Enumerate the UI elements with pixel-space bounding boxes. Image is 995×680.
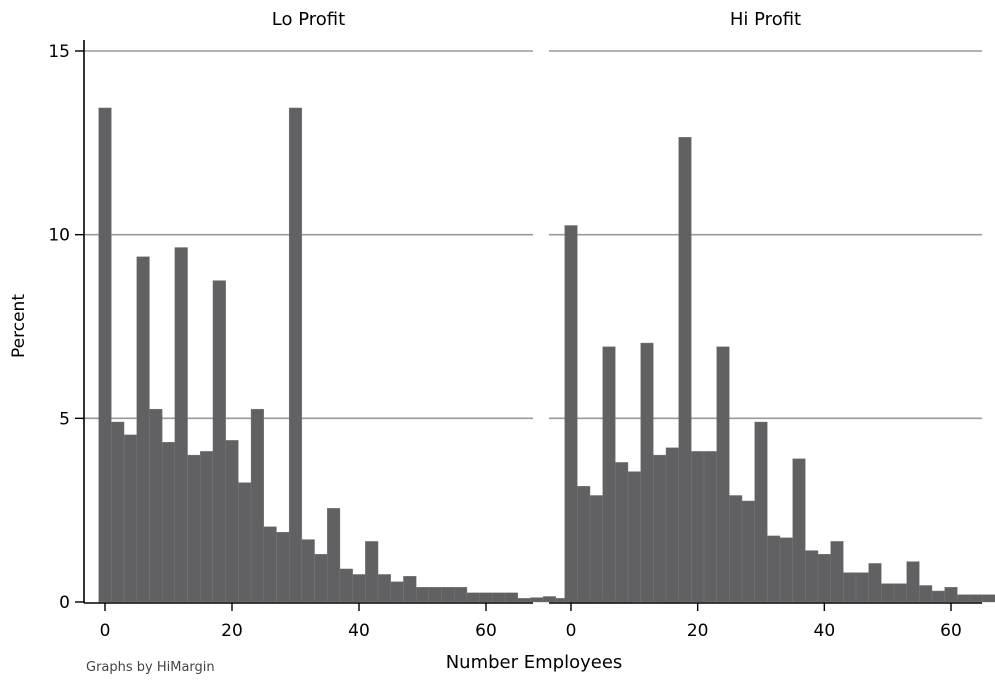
bar-hi-6 [640,342,654,603]
x-tick-label-hi-60: 60 [940,621,962,641]
bar-hi-26 [893,583,907,603]
bar-lo-9 [212,280,226,603]
bar-hi-33 [982,594,995,603]
bar-lo-4 [149,408,163,603]
bar-lo-35 [542,596,557,603]
bar-lo-22 [377,574,391,603]
bar-hi-12 [716,346,730,603]
bar-lo-10 [225,440,239,603]
bar-hi-28 [919,585,933,603]
bar-hi-27 [906,561,920,603]
bar-lo-15 [288,107,303,603]
y-tick-label-0: 0 [59,593,70,613]
bar-lo-25 [415,587,430,603]
bar-hi-29 [931,590,945,603]
bar-hi-15 [754,421,768,603]
y-tick-label-10: 10 [48,226,70,246]
bar-lo-14 [276,532,290,603]
bar-hi-21 [830,541,844,603]
bar-lo-3 [136,256,150,603]
x-tick-label-hi-40: 40 [814,621,836,641]
bar-hi-18 [792,458,806,603]
bar-lo-18 [327,508,341,603]
axes-layer [75,40,982,611]
bar-hi-10 [691,451,705,603]
bar-hi-5 [627,471,641,603]
y-tick-label-15: 15 [48,42,70,62]
bar-lo-5 [161,442,176,603]
bar-lo-29 [466,592,480,603]
bar-lo-16 [301,539,315,603]
x-tick-label-hi-20: 20 [687,621,709,641]
bar-lo-19 [339,568,353,603]
bar-lo-21 [365,541,379,603]
bar-lo-23 [390,581,404,603]
bar-hi-14 [741,500,755,603]
bar-hi-4 [615,462,629,603]
bar-hi-2 [589,495,603,603]
bar-hi-1 [577,486,591,603]
bar-lo-11 [238,482,252,603]
bar-hi-3 [602,346,616,603]
bar-hi-24 [868,563,882,603]
bar-lo-20 [352,574,366,603]
bar-hi-7 [653,454,667,603]
bar-hi-8 [665,447,679,603]
x-tick-label-lo-40: 40 [348,621,370,641]
bar-lo-13 [263,526,277,603]
bars-layer [98,107,995,603]
bar-hi-23 [855,572,869,603]
bar-hi-16 [767,535,781,603]
x-tick-label-hi-0: 0 [566,621,577,641]
bar-lo-7 [187,454,201,603]
bar-lo-1 [111,421,125,603]
bar-lo-0 [98,107,112,603]
y-tick-label-5: 5 [59,409,70,429]
bar-hi-19 [805,550,819,603]
bar-hi-30 [944,587,958,603]
bar-lo-8 [200,451,214,603]
bar-lo-30 [479,592,493,603]
bar-lo-34 [530,597,544,603]
bar-lo-24 [403,576,417,603]
graph-note: Graphs by HiMargin [86,660,215,675]
bar-hi-17 [779,537,793,603]
x-tick-label-lo-0: 0 [100,621,111,641]
bar-hi-31 [957,594,971,603]
bar-lo-26 [428,587,442,603]
x-tick-label-lo-20: 20 [221,621,243,641]
panel-title-hi-profit: Hi Profit [730,9,801,30]
grid-layer [84,50,982,420]
bar-hi-32 [969,594,983,603]
bar-lo-27 [441,587,455,603]
x-axis-title: Number Employees [446,652,623,673]
bar-hi-20 [817,554,831,603]
x-tick-label-lo-60: 60 [475,621,497,641]
bar-lo-12 [250,408,264,603]
bar-hi-0 [564,225,578,603]
y-axis-title: Percent [9,294,29,358]
panel-title-lo-profit: Lo Profit [272,9,345,30]
bar-hi-13 [729,495,743,603]
bar-hi-9 [678,137,692,603]
labels-layer: Lo Profit Hi Profit Number Employees Per… [9,9,962,675]
bar-hi-11 [703,451,717,603]
bar-lo-33 [517,598,531,603]
bar-hi-25 [881,583,895,603]
bar-lo-2 [123,434,137,603]
bar-lo-28 [454,587,468,603]
bar-lo-32 [504,592,518,603]
bar-lo-6 [174,247,188,603]
bar-lo-31 [492,592,506,603]
bar-hi-22 [843,572,857,603]
bar-lo-17 [314,554,328,603]
